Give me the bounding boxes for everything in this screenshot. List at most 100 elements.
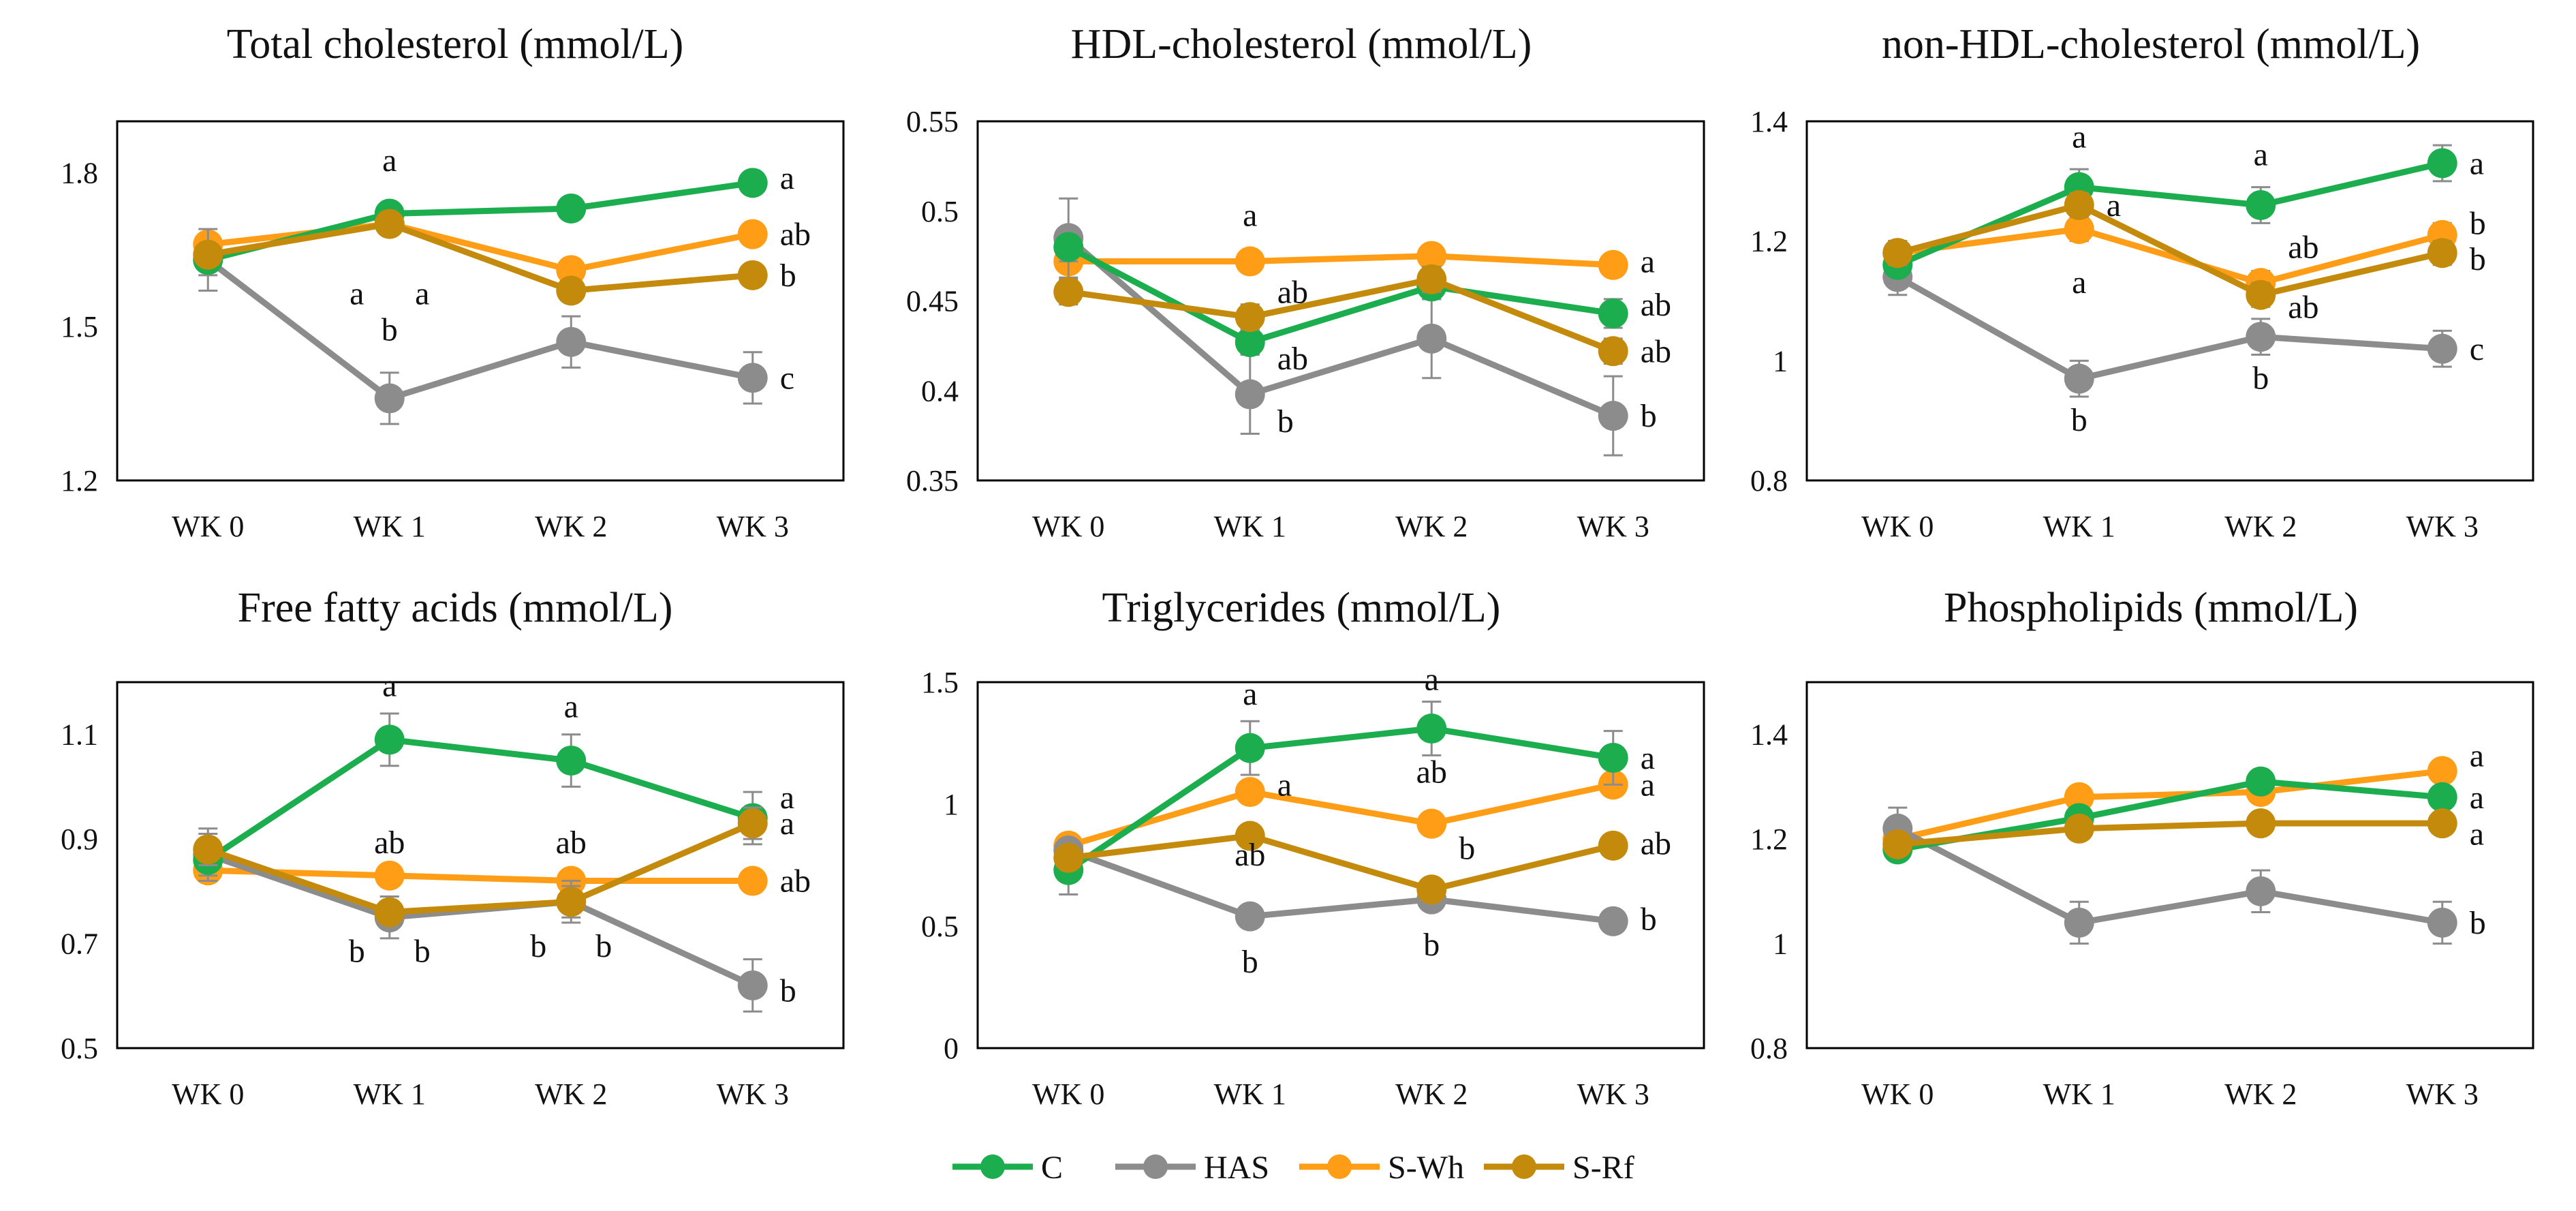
data-point xyxy=(1235,246,1265,277)
series-line xyxy=(1897,202,2443,298)
plot-frame xyxy=(976,681,1705,1049)
y-tick-label: 1.2 xyxy=(1750,225,1788,258)
data-point xyxy=(1598,742,1628,773)
chart-title: Triglycerides (mmol/L) xyxy=(1102,585,1501,631)
significance-label: b xyxy=(530,928,546,964)
chart-panel-5: Triglycerides (mmol/L) 0 0.5 1 1.5 WK 0 WK 1 WK… xyxy=(921,585,1705,1111)
data-point xyxy=(2064,363,2094,394)
data-point xyxy=(737,363,768,393)
data-point xyxy=(374,860,405,891)
data-point xyxy=(1416,264,1447,294)
data-point xyxy=(556,275,587,306)
data-point xyxy=(2427,238,2457,269)
significance-label: ab xyxy=(556,825,587,861)
significance-label: b xyxy=(2071,402,2088,438)
data-point xyxy=(1235,379,1265,410)
data-point xyxy=(2064,907,2094,938)
x-tick-label: WK 1 xyxy=(2043,510,2115,543)
legend-item-HAS: HAS xyxy=(1115,1150,1269,1186)
legend-marker xyxy=(1327,1154,1352,1179)
plot-frame xyxy=(976,120,1705,482)
y-tick-label: 0.8 xyxy=(1750,1032,1788,1065)
series-line xyxy=(1897,767,2443,842)
significance-label: b xyxy=(414,934,431,970)
significance-label: a xyxy=(2254,137,2268,173)
significance-label: b xyxy=(1459,830,1475,866)
significance-label: ab xyxy=(1416,754,1447,791)
chart-panel-1: Total cholesterol (mmol/L) 1.2 1.5 1.8 WK 0 W… xyxy=(61,21,845,543)
data-point xyxy=(2246,766,2276,797)
data-point xyxy=(1235,821,1265,851)
y-tick-label: 1.2 xyxy=(61,464,98,497)
significance-label: ab xyxy=(1235,837,1265,873)
significance-label: b xyxy=(2470,205,2486,241)
data-point xyxy=(1235,302,1265,333)
y-tick-label: 0.55 xyxy=(906,105,959,138)
data-point xyxy=(1598,906,1628,936)
significance-label: b xyxy=(2470,241,2486,277)
data-point xyxy=(1416,323,1447,354)
chart-title: HDL-cholesterol (mmol/L) xyxy=(1071,21,1532,67)
data-point xyxy=(2064,214,2094,245)
significance-label: a xyxy=(382,142,397,179)
data-point xyxy=(374,724,405,755)
significance-label: ab xyxy=(1277,274,1308,310)
x-tick-label: WK 2 xyxy=(535,510,607,543)
series-line xyxy=(1897,226,2443,286)
significance-label: ab xyxy=(1641,825,1671,861)
data-point xyxy=(556,887,587,917)
significance-label: a xyxy=(2470,737,2484,773)
significance-label: ab xyxy=(1641,333,1671,369)
x-tick-label: WK 3 xyxy=(717,1077,789,1111)
x-tick-label: WK 2 xyxy=(535,1077,607,1111)
data-point xyxy=(1598,401,1628,431)
data-point xyxy=(374,897,405,928)
x-tick-label: WK 1 xyxy=(2043,1077,2115,1111)
data-point xyxy=(556,255,587,286)
significance-label: b xyxy=(1423,927,1440,963)
significance-label: ab xyxy=(780,217,811,253)
data-point xyxy=(374,383,405,414)
significance-label: a xyxy=(1641,767,1655,803)
series-line xyxy=(1896,825,2443,926)
significance-label: c xyxy=(2470,331,2484,367)
y-tick-label: 1.2 xyxy=(1750,823,1788,856)
data-point xyxy=(2246,808,2276,839)
data-point xyxy=(556,326,587,357)
x-tick-label: WK 1 xyxy=(1214,1077,1286,1111)
series-line xyxy=(1068,782,1614,849)
significance-label: a xyxy=(382,668,397,704)
legend-item-S-Wh: S-Wh xyxy=(1299,1150,1464,1186)
significance-label: a xyxy=(2470,145,2484,181)
data-point xyxy=(737,970,768,1000)
series-line xyxy=(1896,274,2443,382)
data-point xyxy=(1235,901,1265,932)
x-tick-label: WK 3 xyxy=(1577,1077,1649,1111)
series-S-Rf xyxy=(1053,264,1628,367)
y-tick-label: 0.4 xyxy=(921,374,959,408)
data-point xyxy=(1416,714,1447,744)
data-point xyxy=(1053,842,1084,873)
legend-marker xyxy=(980,1154,1005,1179)
data-point xyxy=(1416,241,1447,271)
significance-label: a xyxy=(2470,780,2484,816)
significance-label: b xyxy=(780,258,796,294)
series-line xyxy=(1066,725,1614,873)
legend-marker xyxy=(1143,1154,1168,1179)
significance-label: b xyxy=(1277,403,1294,440)
series-HAS xyxy=(1882,258,2457,398)
x-tick-label: WK 2 xyxy=(2224,510,2297,543)
y-tick-label: 0.9 xyxy=(61,823,98,856)
significance-label: ab xyxy=(374,825,405,861)
significance-label: a xyxy=(564,688,578,724)
significance-label: a xyxy=(415,275,429,311)
significance-label: a xyxy=(1243,197,1257,233)
series-line xyxy=(1897,820,2442,848)
y-tick-label: 1 xyxy=(944,788,959,821)
data-point xyxy=(1053,232,1084,262)
data-point xyxy=(1598,298,1628,328)
significance-label: b xyxy=(2252,361,2269,397)
data-point xyxy=(1235,327,1265,358)
legend: C HAS S-Wh S-Rf xyxy=(952,1150,1634,1186)
